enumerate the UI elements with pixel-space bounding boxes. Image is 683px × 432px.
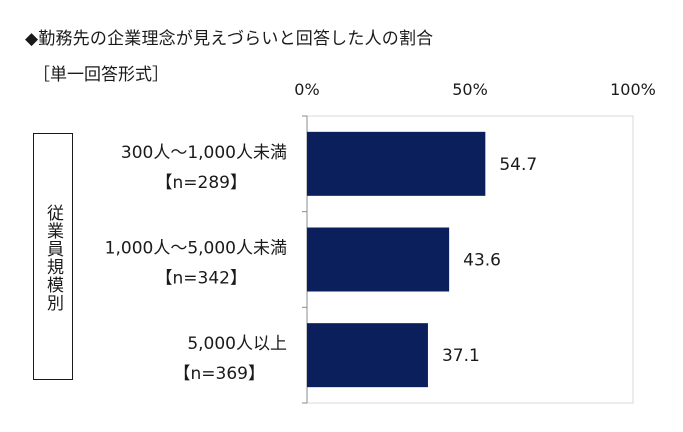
bar <box>307 131 486 196</box>
category-n-label: 【n=342】 <box>156 269 247 289</box>
category-label: 300人～1,000人未満 <box>121 143 287 163</box>
bar-value-label: 37.1 <box>442 346 480 366</box>
x-tick-label: 100% <box>610 80 656 99</box>
y-axis-group-box: 従業員規模別 <box>33 133 73 380</box>
category-n-label: 【n=289】 <box>156 173 247 193</box>
chart-title: ◆勤務先の企業理念が見えづらいと回答した人の割合 <box>25 29 434 49</box>
x-tick-label: 0% <box>294 80 319 99</box>
chart-subtitle: ［単一回答形式］ <box>33 65 169 85</box>
x-tick-label: 50% <box>452 80 488 99</box>
y-axis-group-label: 従業員規模別 <box>43 204 63 312</box>
category-label: 1,000人～5,000人未満 <box>105 239 287 259</box>
bar <box>307 227 450 292</box>
category-label: 5,000人以上 <box>187 334 287 354</box>
bar-value-label: 43.6 <box>463 251 501 271</box>
bar-value-label: 54.7 <box>499 155 537 175</box>
category-n-label: 【n=369】 <box>174 364 265 384</box>
bar <box>307 323 428 388</box>
